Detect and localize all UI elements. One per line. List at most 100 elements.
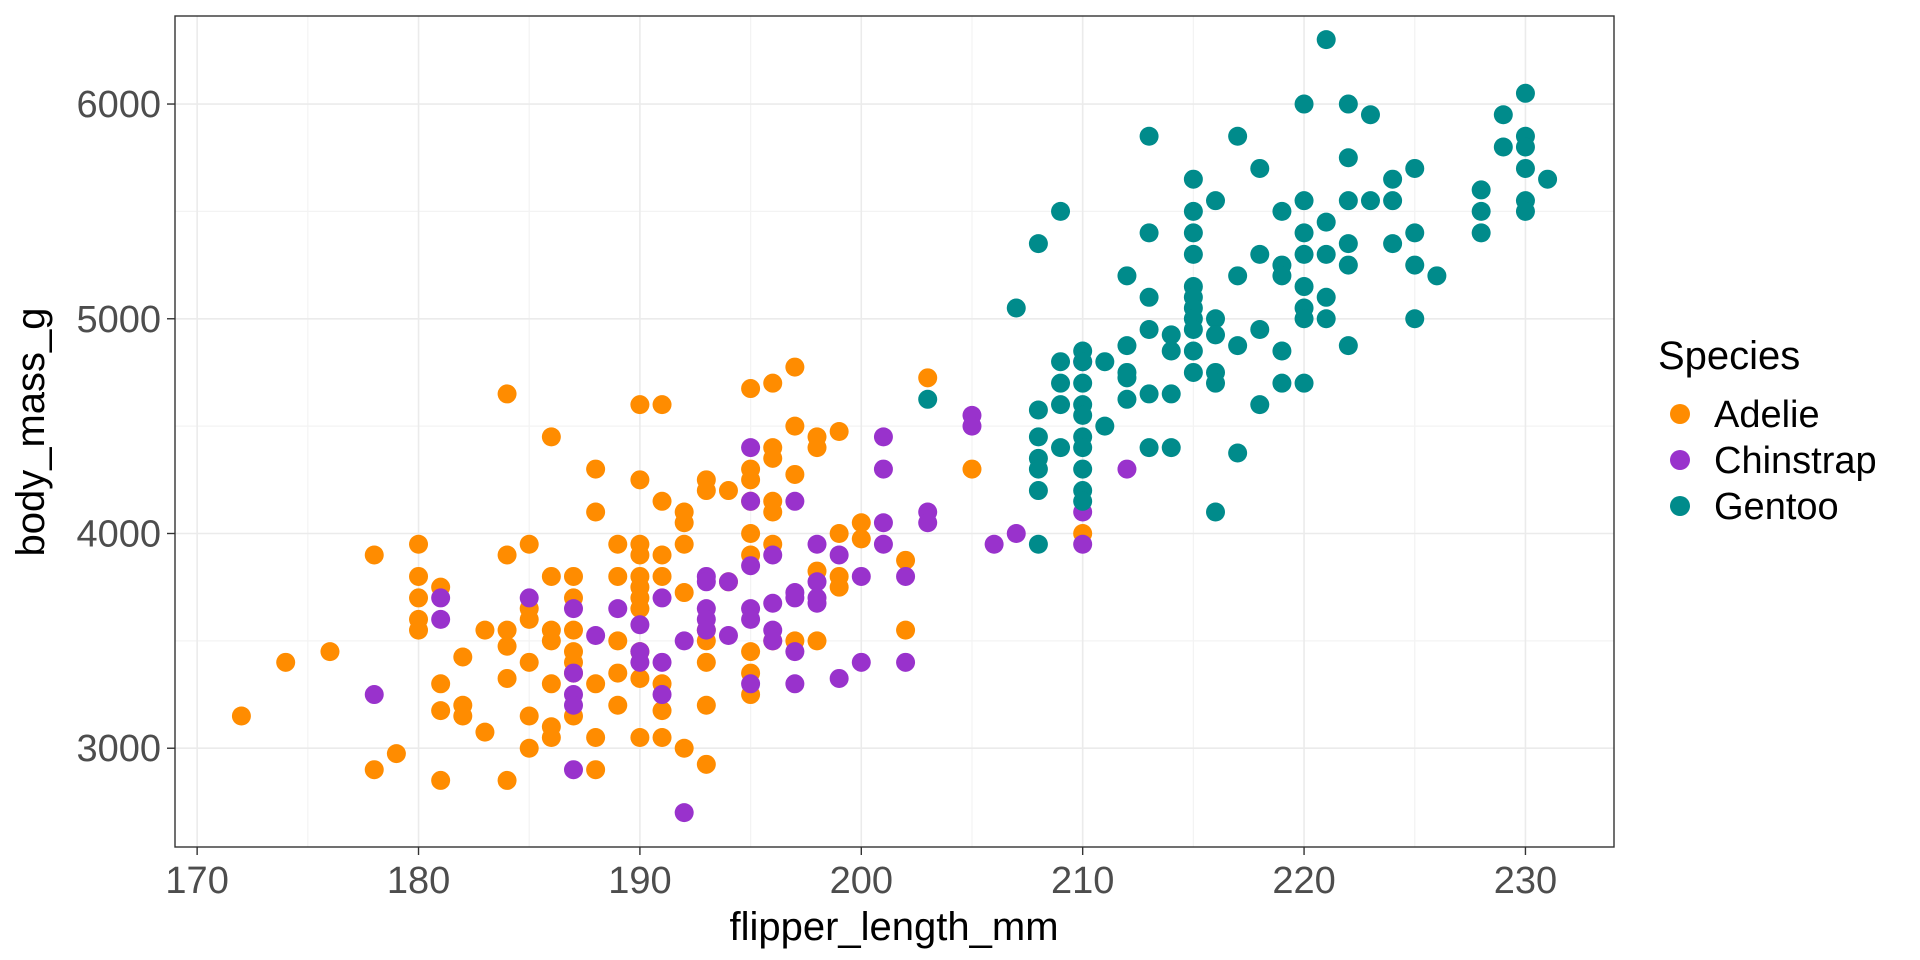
gentoo-point [1515,83,1535,103]
adelie-point [741,379,761,399]
chinstrap-point [364,685,384,705]
gentoo-point [1139,384,1159,404]
x-tick-label: 200 [830,860,893,902]
adelie-point [497,384,517,404]
gentoo-point [1338,336,1358,356]
chinstrap-point [1117,459,1137,479]
gentoo-point [1095,352,1115,372]
chinstrap-point [741,674,761,694]
chinstrap-point [763,593,783,613]
adelie-point [630,727,650,747]
adelie-point [829,577,849,597]
adelie-point [896,550,916,570]
adelie-point [652,701,672,721]
chinstrap-point [829,668,849,688]
gentoo-point [1206,309,1226,329]
chinstrap-point [785,642,805,662]
adelie-point [608,566,628,586]
gentoo-point [1338,255,1358,275]
adelie-point [652,395,672,415]
chinstrap-point [785,491,805,511]
adelie-point [807,631,827,651]
chinstrap-point [763,631,783,651]
gentoo-point [1405,223,1425,243]
adelie-point [364,545,384,565]
chinstrap-point [785,588,805,608]
adelie-point [630,599,650,619]
chinstrap-point [763,545,783,565]
gentoo-point [1139,320,1159,340]
y-tick-label: 4000 [76,513,161,555]
adelie-point [696,754,716,774]
chinstrap-point [563,695,583,715]
x-tick-label: 190 [608,860,671,902]
adelie-point [785,464,805,484]
gentoo-point [1405,158,1425,178]
adelie-point [608,663,628,683]
adelie-point [586,674,606,694]
chinstrap-point [741,438,761,458]
chinstrap-point [918,513,938,533]
adelie-point [431,770,451,790]
gentoo-point [1073,491,1093,511]
adelie-point [608,631,628,651]
adelie-point [563,566,583,586]
chinstrap-point [519,588,539,608]
chinstrap-point [674,803,694,823]
gentoo-point [1272,201,1292,221]
chinstrap-point [563,760,583,780]
chinstrap-point [896,652,916,672]
gentoo-point [1316,30,1336,50]
chinstrap-point [431,588,451,608]
gentoo-point [1028,534,1048,554]
gentoo-point [1272,373,1292,393]
gentoo-point [1471,180,1491,200]
gentoo-point [1095,416,1115,436]
gentoo-point [918,389,938,409]
adelie-point [652,491,672,511]
gentoo-point [1161,341,1181,361]
gentoo-point [1051,373,1071,393]
adelie-point [497,545,517,565]
chinstrap-point [696,620,716,640]
chinstrap-point [741,556,761,576]
gentoo-point [1139,438,1159,458]
adelie-point [630,545,650,565]
gentoo-point [1051,201,1071,221]
gentoo-point [1272,341,1292,361]
chinstrap-point [807,593,827,613]
gentoo-point [1538,169,1558,189]
gentoo-point [1250,320,1270,340]
axes: 170 180 190 200 210 220 230 3000 4000 5000 6000 [76,84,1557,902]
adelie-point [586,760,606,780]
gentoo-point [1250,395,1270,415]
chinstrap-point [741,491,761,511]
gentoo-point [1073,405,1093,425]
gentoo-point [1183,362,1203,382]
adelie-point [431,701,451,721]
adelie-point [541,674,561,694]
chinstrap-point [873,459,893,479]
gentoo-point [1515,158,1535,178]
gentoo-point [1471,201,1491,221]
gentoo-point [1383,191,1403,211]
adelie-point [696,695,716,715]
gentoo-point [1073,438,1093,458]
chinstrap-point [563,599,583,619]
gentoo-point [1183,169,1203,189]
gentoo-point [1294,373,1314,393]
gentoo-point [1006,298,1026,318]
gentoo-point [1360,105,1380,125]
gentoo-point [1117,336,1137,356]
y-tick-label: 3000 [76,728,161,770]
adelie-point [785,416,805,436]
gentoo-point [1383,234,1403,254]
gentoo-point [1471,223,1491,243]
adelie-point [519,652,539,672]
chinstrap-point [785,674,805,694]
gentoo-point [1316,287,1336,307]
adelie-point [652,727,672,747]
adelie-point [696,481,716,501]
